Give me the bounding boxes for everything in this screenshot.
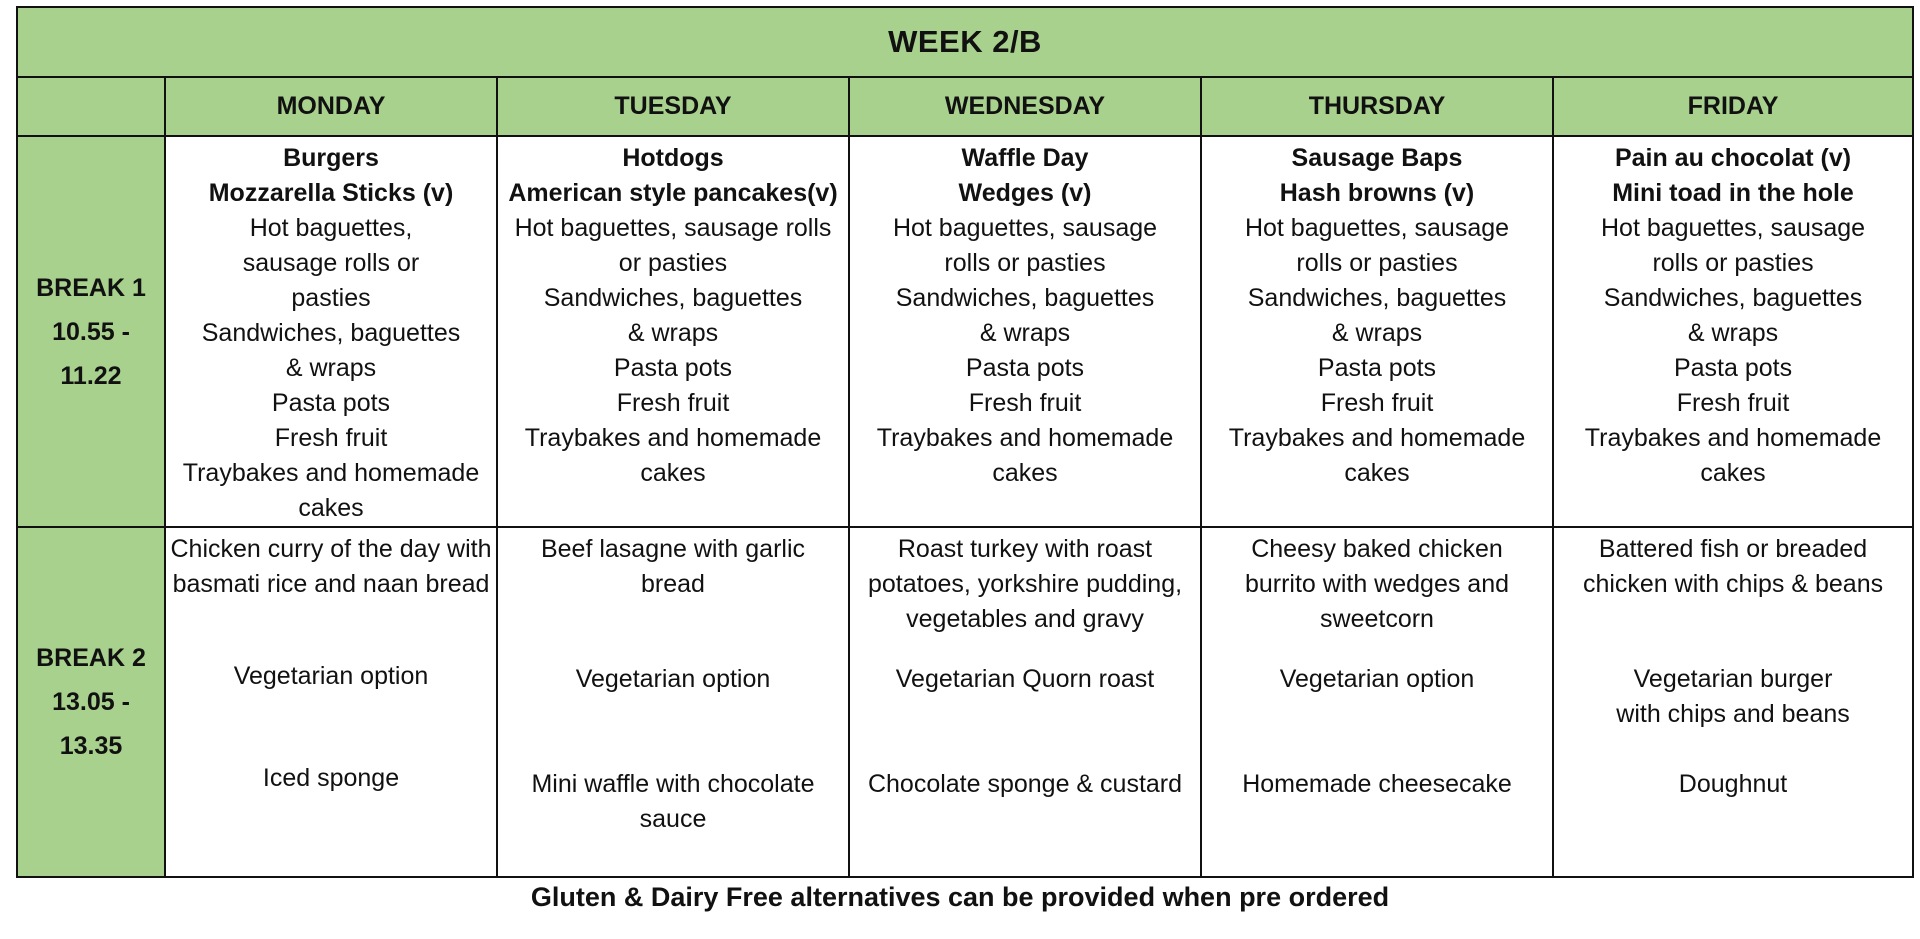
break2-friday-main: Battered fish or breaded chicken with ch…: [1582, 535, 1884, 598]
break1-wednesday-fruit: Fresh fruit: [968, 389, 1082, 417]
menu-table: WEEK 2/B MONDAY TUESDAY WEDNESDAY THURSD…: [15, 6, 1915, 878]
break1-thursday-cell: Sausage Baps Hash browns (v) Hot baguett…: [1200, 135, 1554, 528]
break2-row: BREAK 2 13.05 - 13.35 Chicken curry of t…: [16, 526, 1915, 878]
break1-tuesday-cell: Hotdogs American style pancakes(v) Hot b…: [496, 135, 850, 528]
break1-thursday-cakes: Traybakes and homemade cakes: [1228, 424, 1526, 487]
break1-tuesday-special-1: Hotdogs: [622, 144, 724, 172]
break2-thursday-main: Cheesy baked chicken burrito with wedges…: [1244, 535, 1510, 633]
title-row: WEEK 2/B: [15, 6, 1915, 78]
break1-thursday-sandwiches: Sandwiches, baguettes & wraps: [1247, 284, 1507, 347]
break1-thursday-special-1: Sausage Baps: [1291, 144, 1463, 172]
break1-monday-hot-food: Hot baguettes, sausage rolls or pasties: [242, 214, 420, 312]
break1-monday-cakes: Traybakes and homemade cakes: [182, 459, 480, 522]
break2-friday-vegetarian: Vegetarian burger with chips and beans: [1616, 665, 1850, 728]
break1-friday-fruit: Fresh fruit: [1676, 389, 1790, 417]
day-header-friday: FRIDAY: [1551, 76, 1915, 137]
break1-friday-cakes: Traybakes and homemade cakes: [1584, 424, 1882, 487]
break2-friday-cell: Battered fish or breaded chicken with ch…: [1551, 526, 1915, 878]
break1-monday-special-1: Burgers: [283, 144, 379, 172]
days-header-row: MONDAY TUESDAY WEDNESDAY THURSDAY FRIDAY: [16, 76, 1915, 137]
break2-label-cell: BREAK 2 13.05 - 13.35: [16, 526, 166, 878]
break1-wednesday-cakes: Traybakes and homemade cakes: [876, 424, 1174, 487]
break1-thursday-pasta: Pasta pots: [1317, 354, 1437, 382]
break1-monday-fruit: Fresh fruit: [274, 424, 388, 452]
break1-tuesday-cakes: Traybakes and homemade cakes: [524, 424, 822, 487]
break1-row: BREAK 1 10.55 - 11.22 Burgers Mozzarella…: [16, 135, 1915, 528]
break2-wednesday-vegetarian: Vegetarian Quorn roast: [895, 665, 1155, 693]
break2-tuesday-vegetarian: Vegetarian option: [575, 665, 771, 693]
break1-thursday-special-2: Hash browns (v): [1279, 179, 1475, 207]
break1-wednesday-cell: Waffle Day Wedges (v) Hot baguettes, sau…: [848, 135, 1202, 528]
break1-friday-hot-food: Hot baguettes, sausage rolls or pasties: [1600, 214, 1866, 277]
break1-tuesday-pasta: Pasta pots: [613, 354, 733, 382]
break1-monday-cell: Burgers Mozzarella Sticks (v) Hot baguet…: [164, 135, 498, 528]
day-header-monday: MONDAY: [164, 76, 498, 137]
break1-wednesday-pasta: Pasta pots: [965, 354, 1085, 382]
week-title: WEEK 2/B: [15, 6, 1915, 78]
break1-wednesday-hot-food: Hot baguettes, sausage rolls or pasties: [892, 214, 1158, 277]
break1-tuesday-special-2: American style pancakes(v): [508, 179, 838, 207]
break1-friday-cell: Pain au chocolat (v) Mini toad in the ho…: [1551, 135, 1915, 528]
corner-cell: [16, 76, 166, 137]
day-header-tuesday: TUESDAY: [496, 76, 850, 137]
break1-tuesday-hot-food: Hot baguettes, sausage rolls or pasties: [514, 214, 832, 277]
break2-monday-main: Chicken curry of the day with basmati ri…: [170, 535, 492, 598]
break1-thursday-fruit: Fresh fruit: [1320, 389, 1434, 417]
break2-wednesday-dessert: Chocolate sponge & custard: [867, 770, 1183, 798]
break2-name: BREAK 2: [36, 644, 146, 672]
break2-thursday-cell: Cheesy baked chicken burrito with wedges…: [1200, 526, 1554, 878]
break1-name: BREAK 1: [36, 273, 146, 302]
break2-thursday-vegetarian: Vegetarian option: [1279, 665, 1475, 693]
day-header-wednesday: WEDNESDAY: [848, 76, 1202, 137]
break1-friday-special-1: Pain au chocolat (v): [1614, 144, 1852, 172]
day-header-thursday: THURSDAY: [1200, 76, 1554, 137]
break1-wednesday-special-1: Waffle Day: [961, 144, 1089, 172]
break1-wednesday-special-2: Wedges (v): [958, 179, 1092, 207]
break1-monday-special-2: Mozzarella Sticks (v): [208, 179, 454, 207]
break1-monday-pasta: Pasta pots: [271, 389, 391, 417]
break2-thursday-dessert: Homemade cheesecake: [1242, 770, 1512, 798]
break1-tuesday-sandwiches: Sandwiches, baguettes & wraps: [543, 284, 803, 347]
break1-label-cell: BREAK 1 10.55 - 11.22: [16, 135, 166, 528]
break1-thursday-hot-food: Hot baguettes, sausage rolls or pasties: [1244, 214, 1510, 277]
break1-time-end: 11.22: [60, 361, 122, 390]
break1-tuesday-fruit: Fresh fruit: [616, 389, 730, 417]
break1-monday-sandwiches: Sandwiches, baguettes & wraps: [201, 319, 461, 382]
break1-time-start: 10.55 -: [52, 317, 130, 346]
break1-friday-pasta: Pasta pots: [1673, 354, 1793, 382]
break2-tuesday-dessert: Mini waffle with chocolate sauce: [531, 770, 815, 833]
break2-tuesday-cell: Beef lasagne with garlic bread Vegetaria…: [496, 526, 850, 878]
break2-monday-vegetarian: Vegetarian option: [233, 662, 429, 690]
break1-friday-sandwiches: Sandwiches, baguettes & wraps: [1603, 284, 1863, 347]
break2-time-start: 13.05 -: [52, 688, 130, 716]
break2-wednesday-main: Roast turkey with roast potatoes, yorksh…: [867, 535, 1183, 633]
break2-tuesday-main: Beef lasagne with garlic bread: [540, 535, 806, 598]
break2-monday-dessert: Iced sponge: [262, 764, 400, 792]
allergen-footnote: Gluten & Dairy Free alternatives can be …: [530, 882, 1390, 912]
break1-wednesday-sandwiches: Sandwiches, baguettes & wraps: [895, 284, 1155, 347]
break2-monday-cell: Chicken curry of the day with basmati ri…: [164, 526, 498, 878]
break1-friday-special-2: Mini toad in the hole: [1612, 179, 1854, 207]
break2-time-end: 13.35: [59, 732, 123, 760]
break2-wednesday-cell: Roast turkey with roast potatoes, yorksh…: [848, 526, 1202, 878]
break2-friday-dessert: Doughnut: [1678, 770, 1788, 798]
